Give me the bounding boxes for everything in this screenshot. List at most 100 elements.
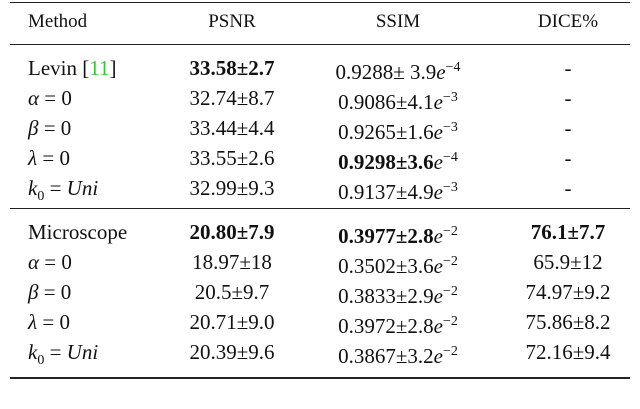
- cell-text: 0.3867±3.2: [338, 344, 434, 368]
- value-cell: -: [565, 56, 572, 80]
- cell-text: λ: [28, 146, 38, 170]
- cell-text: 0.3977±2.8: [338, 224, 434, 248]
- cell-text: 0.9137±4.9: [338, 180, 434, 204]
- value-cell: 20.39±9.6: [189, 340, 274, 364]
- value-cell: 72.16±9.4: [525, 340, 610, 364]
- method-cell: β = 0: [28, 116, 71, 140]
- cell-text: 32.74±8.7: [189, 86, 275, 110]
- cell-text: -: [564, 116, 572, 140]
- value-cell: 0.9137±4.9e−3: [338, 176, 458, 204]
- cell-text: e: [433, 284, 443, 308]
- cell-text: =: [44, 340, 67, 364]
- cell-text: 0.3833±2.9: [338, 284, 434, 308]
- cell-text: 18.97±18: [192, 250, 272, 274]
- top-rule: [10, 2, 630, 3]
- cell-text: 33.44±4.4: [189, 116, 275, 140]
- value-cell: 18.97±18: [192, 250, 272, 274]
- cell-text: Uni: [66, 176, 99, 200]
- header-rule: [10, 44, 630, 45]
- cell-text: −2: [442, 314, 458, 329]
- cell-text: 0: [37, 189, 45, 204]
- cell-text: 0.9288± 3.9: [335, 60, 437, 84]
- value-cell: -: [565, 176, 572, 200]
- cell-text: e: [433, 120, 443, 144]
- method-cell: α = 0: [28, 86, 72, 110]
- method-cell: Levin [11]: [28, 56, 116, 80]
- cell-text: α: [28, 250, 40, 274]
- cell-text: e: [433, 90, 443, 114]
- value-cell: 0.9086±4.1e−3: [338, 86, 458, 114]
- cell-text: = 0: [38, 116, 72, 140]
- cell-text: = 0: [37, 146, 70, 170]
- value-cell: 0.3977±2.8e−2: [338, 220, 458, 248]
- cell-text: -: [564, 86, 572, 110]
- value-cell: 33.55±2.6: [189, 146, 274, 170]
- cell-text: = 0: [37, 310, 70, 334]
- cell-text: ]: [109, 56, 117, 80]
- cell-text: e: [436, 60, 446, 84]
- cell-text: 11: [89, 56, 110, 80]
- value-cell: 20.5±9.7: [195, 280, 270, 304]
- value-cell: 33.58±2.7: [189, 56, 274, 80]
- cell-text: = 0: [39, 86, 72, 110]
- cell-text: e: [433, 254, 443, 278]
- value-cell: 74.97±9.2: [525, 280, 610, 304]
- header-cell: DICE%: [537, 11, 599, 32]
- cell-text: −2: [442, 344, 458, 359]
- cell-text: e: [433, 314, 443, 338]
- value-cell: 0.3833±2.9e−2: [338, 280, 458, 308]
- cell-text: 0.9086±4.1: [338, 90, 434, 114]
- cell-text: Levin: [28, 56, 83, 80]
- cell-text: 20.71±9.0: [189, 310, 275, 334]
- cell-text: 72.16±9.4: [525, 340, 611, 364]
- cell-text: 74.97±9.2: [525, 280, 611, 304]
- value-cell: 0.9298±3.6e−4: [338, 146, 458, 174]
- cell-text: −2: [442, 224, 458, 239]
- cell-text: 0.3972±2.8: [338, 314, 434, 338]
- value-cell: -: [565, 146, 572, 170]
- cell-text: −3: [442, 180, 458, 195]
- cell-text: Microscope: [28, 220, 128, 244]
- value-cell: 0.3867±3.2e−2: [338, 340, 458, 368]
- cell-text: 0.9265±1.6: [338, 120, 434, 144]
- cell-text: = 0: [39, 250, 72, 274]
- cell-text: 0: [37, 353, 45, 368]
- method-cell: k0 = Uni: [28, 340, 98, 373]
- method-cell: λ = 0: [28, 310, 70, 334]
- cell-text: 75.86±8.2: [525, 310, 611, 334]
- value-cell: 0.9288± 3.9e−4: [335, 56, 460, 84]
- value-cell: -: [565, 86, 572, 110]
- value-cell: 75.86±8.2: [525, 310, 610, 334]
- bottom-rule: [10, 377, 630, 379]
- cell-text: −3: [442, 120, 458, 135]
- value-cell: 0.3502±3.6e−2: [338, 250, 458, 278]
- cell-text: -: [564, 146, 572, 170]
- cell-text: [: [82, 56, 90, 80]
- cell-text: 32.99±9.3: [189, 176, 275, 200]
- cell-text: 33.58±2.7: [189, 56, 275, 80]
- value-cell: 65.9±12: [533, 250, 602, 274]
- cell-text: 0.9298±3.6: [338, 150, 434, 174]
- value-cell: 33.44±4.4: [189, 116, 274, 140]
- cell-text: 20.80±7.9: [189, 220, 275, 244]
- value-cell: 20.80±7.9: [189, 220, 274, 244]
- value-cell: -: [565, 116, 572, 140]
- cell-text: -: [564, 176, 572, 200]
- cell-text: −3: [442, 90, 458, 105]
- cell-text: 76.1±7.7: [530, 220, 606, 244]
- cell-text: 0.3502±3.6: [338, 254, 434, 278]
- method-cell: Microscope: [28, 220, 127, 244]
- cell-text: Uni: [66, 340, 99, 364]
- value-cell: 20.71±9.0: [189, 310, 274, 334]
- header-cell: SSIM: [375, 11, 421, 32]
- value-cell: 76.1±7.7: [531, 220, 606, 244]
- cell-text: β: [28, 280, 39, 304]
- cell-text: -: [564, 56, 572, 80]
- cell-text: −2: [442, 254, 458, 269]
- cell-text: β: [28, 116, 39, 140]
- value-cell: 32.74±8.7: [189, 86, 274, 110]
- method-cell: k0 = Uni: [28, 176, 98, 209]
- cell-text: 65.9±12: [533, 250, 603, 274]
- cell-text: α: [28, 86, 40, 110]
- cell-text: k: [28, 176, 38, 200]
